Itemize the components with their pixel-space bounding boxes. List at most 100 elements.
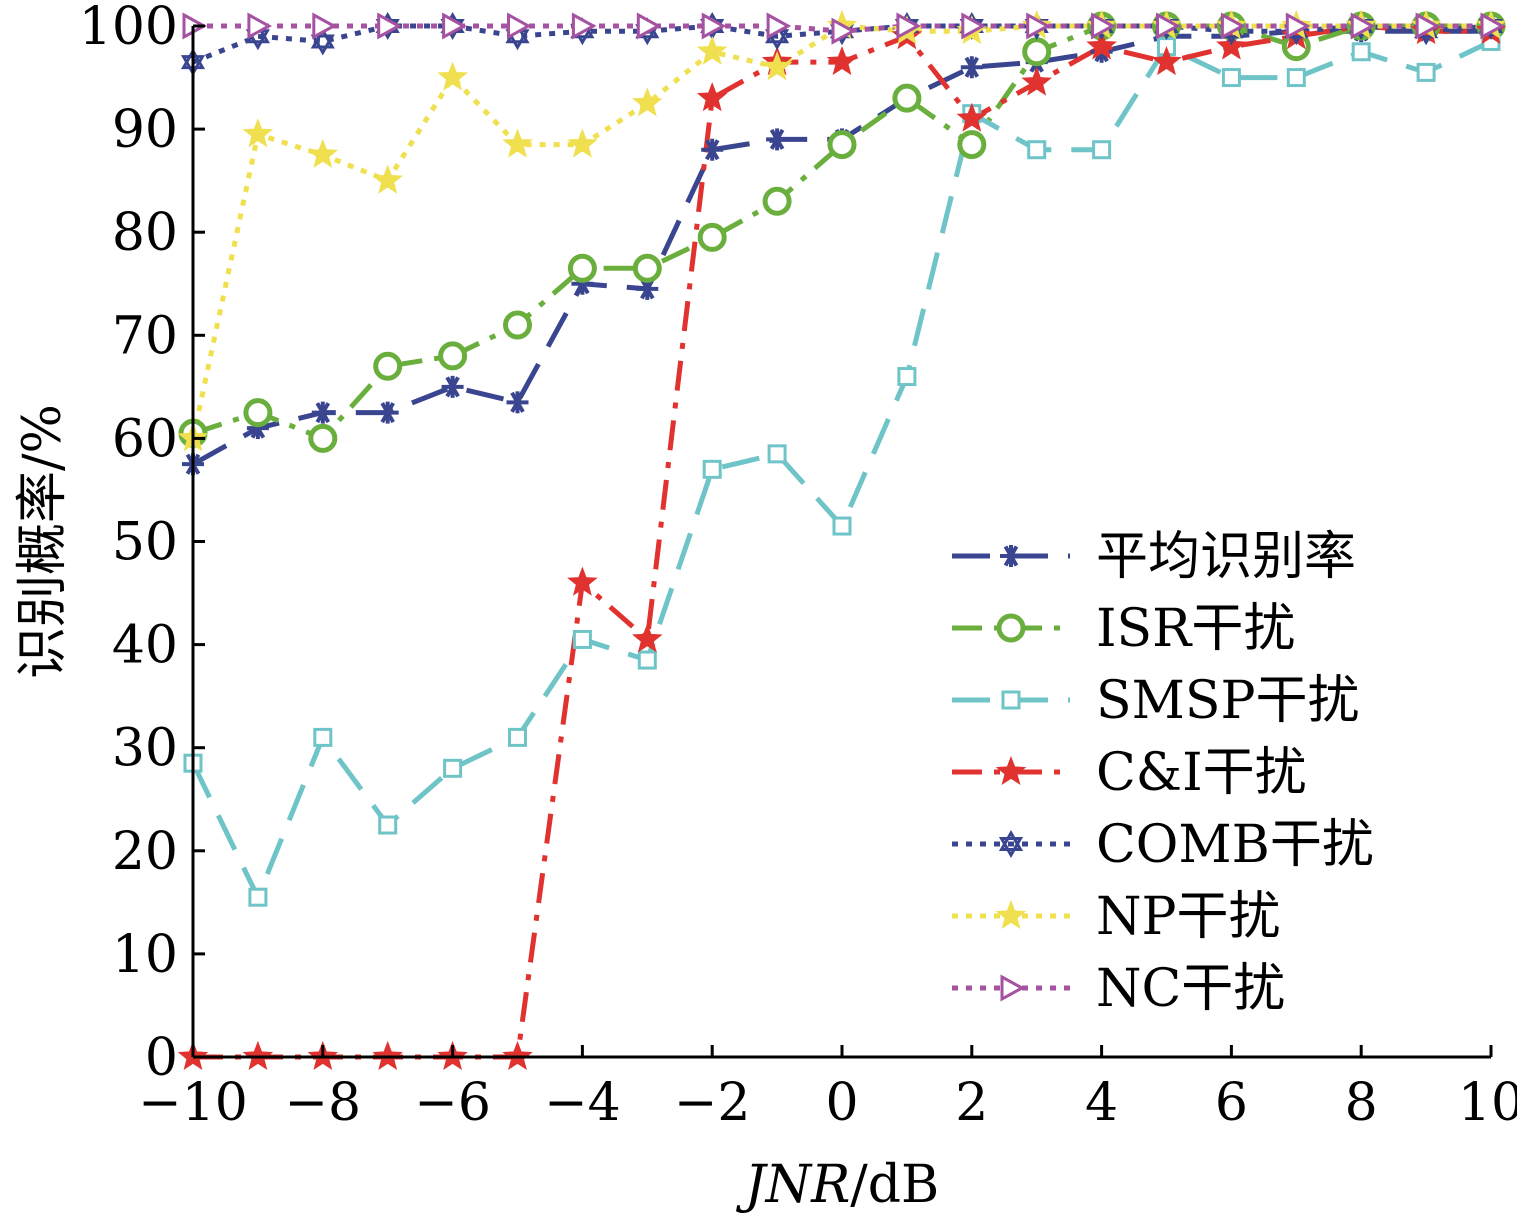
series-0-point-5 bbox=[506, 391, 529, 414]
series-5-point-4 bbox=[437, 61, 468, 91]
x-tick-label-7: 4 bbox=[1085, 1073, 1118, 1133]
series-5-point-3 bbox=[372, 164, 403, 194]
series-1-point-10 bbox=[827, 130, 857, 160]
series-3-point-14 bbox=[1086, 30, 1117, 60]
series-0-point-3 bbox=[376, 401, 399, 424]
legend-label-2: SMSP干扰 bbox=[1096, 671, 1359, 731]
series-6-point-8 bbox=[701, 12, 727, 40]
series-6-point-4 bbox=[442, 12, 467, 40]
y-tick-label-9: 90 bbox=[112, 100, 178, 160]
x-tick-label-4: −2 bbox=[674, 1073, 751, 1133]
x-tick-label-0: −10 bbox=[138, 1073, 248, 1133]
series-6-point-15 bbox=[1156, 12, 1181, 40]
series-5-point-1 bbox=[242, 118, 274, 148]
x-tick-label-2: −6 bbox=[414, 1073, 491, 1133]
series-2-point-3 bbox=[378, 815, 398, 835]
series-1-point-6 bbox=[567, 253, 597, 283]
legend-label-6: NC干扰 bbox=[1096, 959, 1285, 1019]
series-0-point-2 bbox=[311, 401, 334, 424]
series-6-point-6 bbox=[571, 12, 597, 40]
series-2-point-9 bbox=[767, 444, 787, 464]
series-line-0 bbox=[191, 28, 1491, 467]
y-tick-label-8: 80 bbox=[112, 203, 178, 263]
series-2-point-11 bbox=[897, 367, 917, 387]
legend-label-4: COMB干扰 bbox=[1096, 815, 1374, 875]
series-0-point-4 bbox=[441, 375, 464, 398]
series-6-point-3 bbox=[377, 12, 402, 40]
series-1-point-8 bbox=[697, 222, 727, 252]
series-6-point-12 bbox=[961, 12, 986, 40]
series-2-point-7 bbox=[637, 650, 657, 670]
series-3-point-13 bbox=[1021, 66, 1052, 96]
series-6-point-17 bbox=[1285, 12, 1311, 40]
x-axis-label-unit: /dB bbox=[850, 1155, 939, 1213]
y-tick-label-7: 70 bbox=[112, 306, 178, 366]
series-1-point-1 bbox=[243, 398, 273, 428]
y-tick-label-4: 40 bbox=[112, 616, 178, 676]
series-1-point-2 bbox=[308, 423, 338, 453]
series-5-point-5 bbox=[502, 128, 533, 158]
y-tick-label-1: 10 bbox=[112, 925, 178, 985]
legend-label-3: C&I干扰 bbox=[1096, 743, 1307, 803]
series-3-point-10 bbox=[826, 46, 858, 76]
series-6-point-2 bbox=[312, 12, 337, 40]
series-2-point-13 bbox=[1027, 140, 1047, 160]
series-6-point-5 bbox=[507, 12, 532, 40]
y-tick-label-10: 100 bbox=[79, 0, 178, 57]
legend-marker-6 bbox=[1000, 974, 1026, 1002]
series-3-point-7 bbox=[632, 623, 663, 653]
series-6-point-13 bbox=[1026, 12, 1051, 40]
y-tick-label-5: 50 bbox=[112, 513, 178, 573]
x-tick-label-8: 6 bbox=[1215, 1073, 1248, 1133]
x-tick-label-5: 0 bbox=[825, 1073, 858, 1133]
y-tick-label-2: 20 bbox=[112, 822, 178, 882]
series-1-point-5 bbox=[503, 310, 532, 340]
series-6-point-7 bbox=[636, 12, 662, 40]
series-6-point-20 bbox=[1480, 12, 1506, 40]
legend-item-5: NP干扰 bbox=[952, 887, 1281, 947]
series-5-point-9 bbox=[761, 51, 793, 81]
series-5-point-8 bbox=[696, 35, 728, 65]
series-1-point-12 bbox=[957, 130, 987, 160]
series-1-point-11 bbox=[892, 83, 922, 113]
tick-marks bbox=[191, 24, 1493, 1059]
series-2-point-10 bbox=[832, 516, 852, 536]
series-6-point-11 bbox=[896, 12, 922, 40]
series-1-point-9 bbox=[762, 186, 792, 216]
series-3-point-15 bbox=[1151, 46, 1182, 76]
legend-marker-1 bbox=[996, 613, 1026, 643]
legend-item-0: 平均识别率 bbox=[952, 527, 1356, 587]
series-2-point-14 bbox=[1092, 140, 1112, 160]
series-2-point-16 bbox=[1221, 68, 1241, 88]
series-4-point-2 bbox=[310, 27, 335, 56]
legend-marker-5 bbox=[995, 899, 1027, 929]
series-2-point-4 bbox=[443, 758, 463, 778]
series-2-point-1 bbox=[248, 887, 268, 907]
legend-label-5: NP干扰 bbox=[1096, 887, 1281, 947]
series-2-point-18 bbox=[1351, 42, 1371, 62]
series-0-point-12 bbox=[960, 56, 983, 79]
series-0-point-9 bbox=[766, 128, 789, 151]
series-2-point-5 bbox=[508, 727, 527, 747]
legend-marker-0 bbox=[1000, 545, 1022, 567]
series-markers bbox=[177, 9, 1507, 1070]
legend-label-0: 平均识别率 bbox=[1096, 527, 1356, 587]
series-3-point-12 bbox=[956, 102, 988, 132]
series-6-point-16 bbox=[1220, 12, 1246, 40]
series-2-point-6 bbox=[572, 629, 592, 649]
series-line-1 bbox=[192, 23, 1491, 441]
legend-item-1: ISR干扰 bbox=[952, 599, 1295, 659]
series-3-point-16 bbox=[1216, 30, 1247, 60]
series-3-point-8 bbox=[696, 82, 728, 112]
series-1-point-7 bbox=[632, 253, 662, 283]
x-tick-label-9: 8 bbox=[1345, 1073, 1378, 1133]
series-3-point-6 bbox=[567, 566, 598, 596]
y-tick-label-0: 0 bbox=[145, 1028, 178, 1088]
series-2-point-8 bbox=[702, 459, 722, 479]
legend: 平均识别率 ISR干扰 SMSP干扰 C&I干扰 COMB干扰 NP干扰 NC干扰 bbox=[952, 527, 1374, 1019]
series-6-point-14 bbox=[1091, 12, 1116, 40]
y-axis-label: 识别概率/% bbox=[13, 404, 73, 679]
series-1-point-4 bbox=[438, 341, 468, 371]
legend-item-4: COMB干扰 bbox=[952, 815, 1374, 875]
